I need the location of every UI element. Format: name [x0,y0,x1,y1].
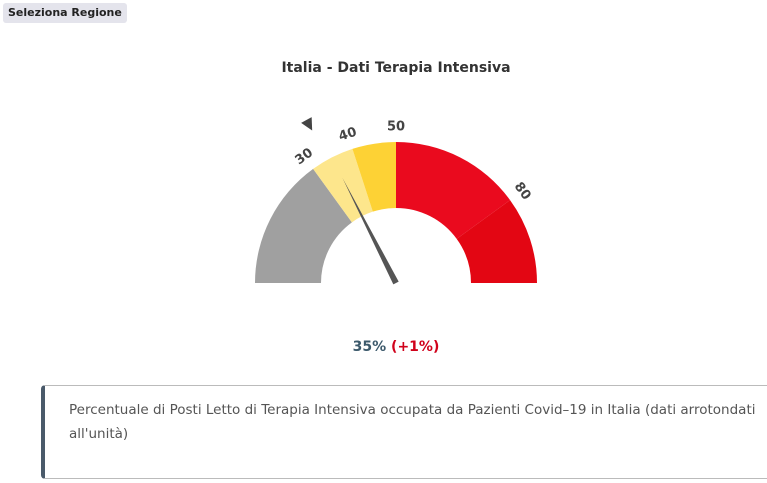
gauge-band [352,142,396,212]
region-button[interactable]: Seleziona Regione [3,3,127,23]
chart-title: Italia - Dati Terapia Intensiva [281,60,510,76]
value-text: 35% (+1%) [353,339,440,355]
tick-label: 30 [293,145,316,168]
gauge-band [313,148,373,223]
gauge-band [255,168,352,283]
change-label: (+1%) [391,339,439,355]
value-label: 35% [353,339,387,355]
previous-marker [301,117,313,131]
note: Percentuale di Posti Letto di Terapia In… [41,385,767,479]
tick-label: 50 [387,120,405,135]
gauge-band [456,200,537,283]
gauge-band [396,142,511,239]
tick-label: 40 [337,125,359,145]
chart: Italia - Dati Terapia Intensiva 35% (+1%… [255,60,537,355]
needle [342,177,399,285]
tick-label: 80 [511,180,534,203]
